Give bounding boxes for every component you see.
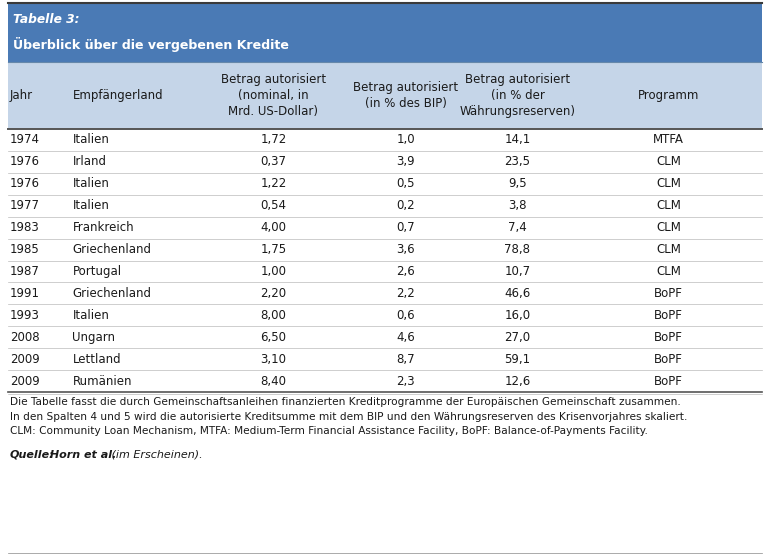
- Text: 1976: 1976: [10, 177, 40, 190]
- Text: 0,54: 0,54: [260, 199, 286, 212]
- Text: Betrag autorisiert
(in % der
Währungsreserven): Betrag autorisiert (in % der Währungsres…: [460, 73, 575, 118]
- Text: 1,00: 1,00: [260, 265, 286, 278]
- Text: CLM: CLM: [656, 221, 681, 234]
- Text: 59,1: 59,1: [504, 353, 531, 366]
- Text: 2,20: 2,20: [260, 287, 286, 300]
- Text: 1,22: 1,22: [260, 177, 286, 190]
- Text: 1991: 1991: [10, 287, 40, 300]
- Text: CLM: Community Loan Mechanism, MTFA: Medium-Term Financial Assistance Facility, : CLM: Community Loan Mechanism, MTFA: Med…: [10, 426, 648, 436]
- Bar: [8, 3, 762, 62]
- Text: 1,72: 1,72: [260, 134, 286, 146]
- Text: 14,1: 14,1: [504, 134, 531, 146]
- Text: 3,8: 3,8: [508, 199, 527, 212]
- Text: Jahr: Jahr: [10, 89, 33, 102]
- Text: Quelle:: Quelle:: [10, 449, 55, 459]
- Text: Italien: Italien: [72, 134, 109, 146]
- Text: CLM: CLM: [656, 177, 681, 190]
- Text: 1993: 1993: [10, 309, 40, 322]
- Text: CLM: CLM: [656, 243, 681, 256]
- Text: CLM: CLM: [656, 265, 681, 278]
- Text: 3,10: 3,10: [260, 353, 286, 366]
- Text: In den Spalten 4 und 5 wird die autorisierte Kreditsumme mit dem BIP und den Wäh: In den Spalten 4 und 5 wird die autorisi…: [10, 411, 688, 421]
- Text: (im Erscheinen).: (im Erscheinen).: [108, 449, 203, 459]
- Text: 12,6: 12,6: [504, 375, 531, 387]
- Text: Tabelle 3:: Tabelle 3:: [13, 13, 79, 26]
- Text: 1,0: 1,0: [397, 134, 415, 146]
- Text: 2,6: 2,6: [397, 265, 415, 278]
- Text: 3,6: 3,6: [397, 243, 415, 256]
- Text: 2,3: 2,3: [397, 375, 415, 387]
- Text: CLM: CLM: [656, 199, 681, 212]
- Text: BoPF: BoPF: [654, 353, 683, 366]
- Text: 1976: 1976: [10, 155, 40, 168]
- Text: 27,0: 27,0: [504, 331, 531, 344]
- Text: 0,37: 0,37: [260, 155, 286, 168]
- Text: 6,50: 6,50: [260, 331, 286, 344]
- Text: 1977: 1977: [10, 199, 40, 212]
- Text: 2008: 2008: [10, 331, 39, 344]
- Text: 23,5: 23,5: [504, 155, 531, 168]
- Text: 2,2: 2,2: [397, 287, 415, 300]
- Text: 0,6: 0,6: [397, 309, 415, 322]
- Text: Italien: Italien: [72, 309, 109, 322]
- Text: Portugal: Portugal: [72, 265, 122, 278]
- Text: 10,7: 10,7: [504, 265, 531, 278]
- Text: 1987: 1987: [10, 265, 40, 278]
- Text: 3,9: 3,9: [397, 155, 415, 168]
- Text: 9,5: 9,5: [508, 177, 527, 190]
- Text: Irland: Irland: [72, 155, 106, 168]
- Text: Frankreich: Frankreich: [72, 221, 134, 234]
- Text: Rumänien: Rumänien: [72, 375, 132, 387]
- Text: Überblick über die vergebenen Kredite: Überblick über die vergebenen Kredite: [13, 37, 289, 52]
- Text: Die Tabelle fasst die durch Gemeinschaftsanleihen finanzierten Kreditprogramme d: Die Tabelle fasst die durch Gemeinschaft…: [10, 397, 681, 407]
- Text: 0,7: 0,7: [397, 221, 415, 234]
- Text: 7,4: 7,4: [508, 221, 527, 234]
- Text: 2009: 2009: [10, 375, 40, 387]
- Text: Italien: Italien: [72, 199, 109, 212]
- Bar: [8, 62, 762, 129]
- Text: Programm: Programm: [638, 89, 699, 102]
- Text: 1985: 1985: [10, 243, 40, 256]
- Text: 1983: 1983: [10, 221, 40, 234]
- Text: MTFA: MTFA: [653, 134, 684, 146]
- Text: CLM: CLM: [656, 155, 681, 168]
- Text: 0,2: 0,2: [397, 199, 415, 212]
- Text: 78,8: 78,8: [504, 243, 531, 256]
- Text: 0,5: 0,5: [397, 177, 415, 190]
- Text: 2009: 2009: [10, 353, 40, 366]
- Text: 4,6: 4,6: [397, 331, 415, 344]
- Text: 46,6: 46,6: [504, 287, 531, 300]
- Text: 8,7: 8,7: [397, 353, 415, 366]
- Text: BoPF: BoPF: [654, 309, 683, 322]
- Text: Empfängerland: Empfängerland: [72, 89, 163, 102]
- Text: Ungarn: Ungarn: [72, 331, 116, 344]
- Text: Betrag autorisiert
(nominal, in
Mrd. US-Dollar): Betrag autorisiert (nominal, in Mrd. US-…: [221, 73, 326, 118]
- Text: 4,00: 4,00: [260, 221, 286, 234]
- Text: Griechenland: Griechenland: [72, 287, 152, 300]
- Text: BoPF: BoPF: [654, 331, 683, 344]
- Text: Horn et al.: Horn et al.: [46, 449, 116, 459]
- Text: 8,00: 8,00: [260, 309, 286, 322]
- Text: 1974: 1974: [10, 134, 40, 146]
- Text: 16,0: 16,0: [504, 309, 531, 322]
- Text: 8,40: 8,40: [260, 375, 286, 387]
- Text: Betrag autorisiert
(in % des BIP): Betrag autorisiert (in % des BIP): [353, 81, 458, 110]
- Text: 1,75: 1,75: [260, 243, 286, 256]
- Text: BoPF: BoPF: [654, 287, 683, 300]
- Text: Italien: Italien: [72, 177, 109, 190]
- Text: BoPF: BoPF: [654, 375, 683, 387]
- Text: Lettland: Lettland: [72, 353, 121, 366]
- Text: Griechenland: Griechenland: [72, 243, 152, 256]
